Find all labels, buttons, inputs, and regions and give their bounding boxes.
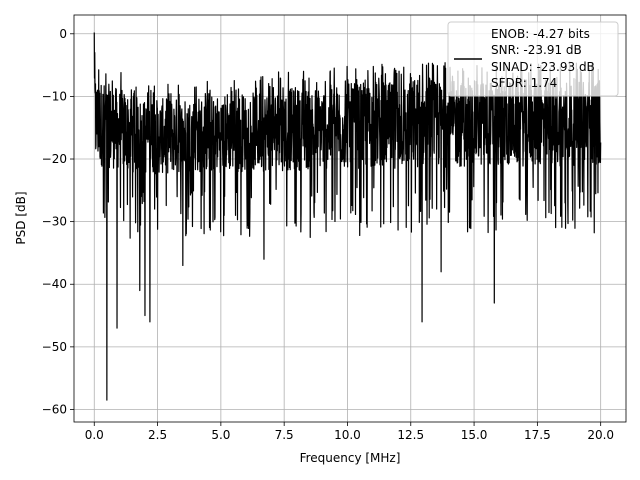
y-tick-label: −20 bbox=[42, 152, 67, 166]
x-tick-label: 7.5 bbox=[275, 428, 294, 442]
x-tick-label: 0.0 bbox=[85, 428, 104, 442]
legend: ENOB: -4.27 bits SNR: -23.91 dB SINAD: -… bbox=[447, 21, 619, 97]
x-tick-label: 2.5 bbox=[148, 428, 167, 442]
x-tick-label: 17.5 bbox=[524, 428, 551, 442]
x-axis: 0.0 2.5 5.0 7.5 10.0 12.5 15.0 17.5 20.0 bbox=[85, 422, 614, 442]
x-axis-label: Frequency [MHz] bbox=[300, 451, 401, 465]
y-tick-label: −50 bbox=[42, 340, 67, 354]
y-tick-label: −60 bbox=[42, 402, 67, 416]
x-tick-label: 12.5 bbox=[397, 428, 424, 442]
y-tick-label: −30 bbox=[42, 215, 67, 229]
legend-snr: SNR: -23.91 dB bbox=[491, 43, 582, 57]
y-tick-label: −10 bbox=[42, 89, 67, 103]
plot-frame bbox=[73, 14, 627, 423]
x-tick-label: 20.0 bbox=[587, 428, 614, 442]
legend-box bbox=[447, 21, 619, 97]
x-tick-label: 5.0 bbox=[211, 428, 230, 442]
y-tick-label: −40 bbox=[42, 277, 67, 291]
y-axis-label: PSD [dB] bbox=[14, 191, 28, 244]
y-tick-label: 0 bbox=[59, 27, 67, 41]
legend-sinad: SINAD: -23.93 dB bbox=[491, 60, 595, 74]
y-axis: 0 −10 −20 −30 −40 −50 −60 bbox=[42, 27, 74, 416]
legend-sfdr: SFDR: 1.74 bbox=[491, 76, 557, 90]
x-tick-label: 10.0 bbox=[334, 428, 361, 442]
x-tick-label: 15.0 bbox=[461, 428, 488, 442]
legend-enob: ENOB: -4.27 bits bbox=[491, 27, 590, 41]
